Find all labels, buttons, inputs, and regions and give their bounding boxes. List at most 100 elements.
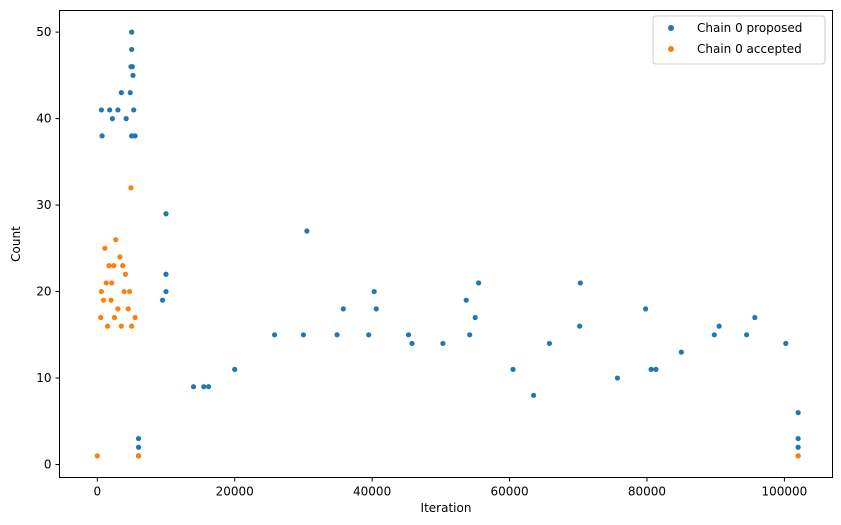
data-point	[117, 254, 123, 260]
data-point	[531, 392, 537, 398]
data-point	[129, 46, 135, 53]
data-point	[643, 306, 649, 312]
y-axis: 0 10 20 30 40 50	[36, 25, 60, 472]
data-point	[127, 90, 133, 96]
data-point	[108, 297, 114, 303]
data-point	[106, 263, 112, 269]
data-point	[334, 332, 340, 338]
data-point	[129, 29, 135, 35]
data-point	[163, 211, 169, 217]
data-point	[111, 263, 117, 269]
data-point	[614, 375, 621, 381]
data-point	[440, 340, 446, 347]
x-tick-label: 0	[93, 485, 101, 499]
data-point	[163, 288, 169, 295]
data-point	[678, 349, 684, 355]
data-point	[98, 107, 105, 113]
data-point	[118, 323, 124, 329]
data-point	[123, 116, 129, 122]
data-point	[201, 384, 207, 390]
data-point	[118, 90, 124, 96]
x-tick-label: 100000	[761, 485, 807, 499]
legend: Chain 0 proposed Chain 0 accepted	[652, 15, 826, 65]
data-point	[132, 133, 138, 139]
x-axis: 0 20000 40000 60000 80000 100000	[93, 477, 807, 499]
plot-area	[59, 10, 833, 478]
data-point	[120, 263, 126, 269]
data-point	[129, 323, 135, 329]
data-point	[510, 366, 516, 372]
data-point	[190, 384, 197, 390]
x-tick-label: 80000	[628, 485, 666, 499]
y-tick-label: 0	[44, 458, 52, 472]
x-tick-label: 20000	[216, 485, 254, 499]
data-point	[653, 366, 659, 372]
data-point	[795, 410, 801, 416]
data-point	[795, 444, 801, 450]
legend-label-accepted: Chain 0 accepted	[697, 42, 802, 56]
data-point	[546, 340, 553, 347]
data-point	[115, 107, 121, 113]
y-tick-label: 30	[36, 198, 51, 212]
data-point	[122, 271, 129, 277]
y-axis-label: Count	[9, 226, 23, 262]
data-point	[752, 314, 758, 321]
data-point	[373, 306, 379, 312]
data-point	[100, 297, 107, 303]
data-point	[130, 72, 136, 78]
data-point	[115, 306, 121, 312]
data-point	[113, 237, 119, 243]
data-point	[163, 271, 169, 277]
data-point	[577, 280, 583, 286]
data-point	[109, 116, 116, 122]
data-point	[131, 107, 137, 113]
data-point	[102, 245, 108, 251]
data-point	[129, 64, 135, 70]
data-point	[716, 323, 722, 329]
data-point	[159, 297, 166, 303]
data-point	[206, 384, 212, 390]
data-point	[121, 288, 127, 295]
data-point	[132, 314, 138, 321]
legend-marker-accepted	[668, 46, 674, 52]
data-point	[99, 133, 105, 139]
data-point	[340, 306, 346, 312]
data-point	[366, 332, 372, 338]
y-tick-label: 40	[36, 112, 51, 126]
plot-frame	[59, 10, 833, 478]
data-point	[795, 435, 801, 442]
data-point	[98, 288, 105, 295]
data-point	[795, 453, 801, 459]
data-point	[135, 453, 142, 459]
data-point	[107, 107, 113, 113]
data-point	[405, 332, 412, 338]
series-1	[94, 185, 801, 459]
series-0	[98, 29, 801, 459]
data-point	[371, 288, 377, 295]
x-tick-label: 40000	[353, 485, 391, 499]
data-point	[304, 228, 310, 234]
points-layer	[94, 29, 801, 459]
data-point	[111, 314, 118, 321]
legend-box	[652, 15, 826, 65]
data-point	[128, 185, 134, 191]
data-point	[409, 340, 415, 347]
data-point	[98, 314, 104, 321]
data-point	[648, 366, 654, 372]
data-point	[125, 306, 131, 312]
data-point	[577, 323, 583, 329]
data-point	[103, 280, 109, 286]
data-point	[472, 314, 478, 321]
data-point	[300, 332, 307, 338]
data-point	[744, 332, 750, 338]
legend-label-proposed: Chain 0 proposed	[697, 21, 802, 35]
data-point	[711, 332, 717, 338]
data-point	[271, 332, 278, 338]
y-tick-label: 20	[36, 285, 51, 299]
data-point	[232, 366, 238, 372]
data-point	[109, 280, 115, 286]
data-point	[105, 323, 111, 329]
x-axis-label: Iteration	[421, 501, 472, 515]
data-point	[467, 332, 473, 338]
